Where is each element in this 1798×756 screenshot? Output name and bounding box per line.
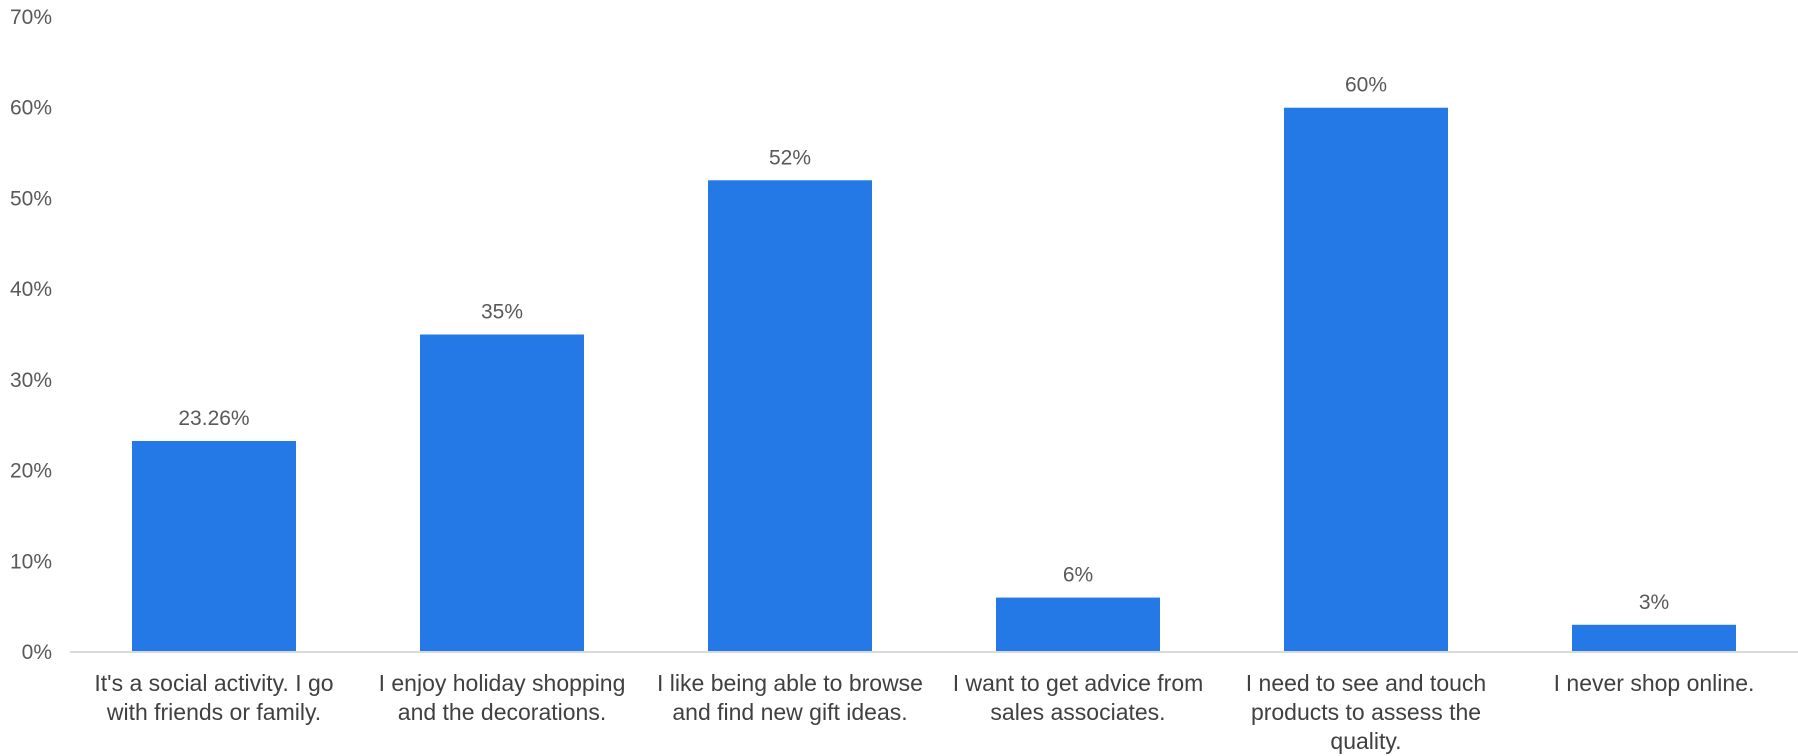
category-label: I like being able to browse and find new … <box>657 670 923 725</box>
category-label-line: and the decorations. <box>398 699 606 725</box>
data-label: 6% <box>1063 564 1093 587</box>
data-label: 35% <box>481 301 523 324</box>
category-label: I never shop online. <box>1554 670 1755 696</box>
category-label-line: and find new gift ideas. <box>672 699 907 725</box>
y-tick-label: 10% <box>10 550 52 573</box>
category-label-line: quality. <box>1330 728 1401 754</box>
category-label-line: I need to see and touch <box>1246 670 1486 696</box>
bar <box>420 334 584 652</box>
y-tick-label: 60% <box>10 97 52 120</box>
bar <box>708 180 872 653</box>
category-label-line: with friends or family. <box>106 699 321 725</box>
y-tick-label: 0% <box>22 641 52 664</box>
y-tick-label: 40% <box>10 278 52 301</box>
x-axis: It's a social activity. I go with friends… <box>94 670 1754 754</box>
category-label-line: I enjoy holiday shopping <box>379 670 626 696</box>
category-label-line: I want to get advice from <box>953 670 1204 696</box>
category-label: I need to see and touch products to asses… <box>1246 670 1486 754</box>
category-label: I want to get advice from sales associate… <box>953 670 1204 725</box>
category-label-line: It's a social activity. I go <box>94 670 333 696</box>
y-tick-label: 30% <box>10 369 52 392</box>
data-label: 60% <box>1345 74 1387 97</box>
y-tick-label: 20% <box>10 460 52 483</box>
bar <box>1572 624 1736 652</box>
data-label: 23.26% <box>178 407 249 430</box>
bar <box>132 440 296 652</box>
bar <box>1284 107 1448 652</box>
category-label: It's a social activity. I go with friends… <box>94 670 333 725</box>
bar <box>996 597 1160 652</box>
bars: 23.26% 35% 52% 6% 60% 3% <box>132 74 1736 653</box>
category-label-line: products to assess the <box>1251 699 1481 725</box>
category-label-line: I never shop online. <box>1554 670 1755 696</box>
category-label-line: I like being able to browse <box>657 670 923 696</box>
category-label-line: sales associates. <box>990 699 1165 725</box>
data-label: 3% <box>1639 591 1669 614</box>
y-tick-label: 50% <box>10 187 52 210</box>
category-label: I enjoy holiday shopping and the decorati… <box>379 670 626 725</box>
data-label: 52% <box>769 146 811 169</box>
y-axis: 0% 10% 20% 30% 40% 50% 60% 70% <box>10 6 52 664</box>
y-tick-label: 70% <box>10 6 52 29</box>
